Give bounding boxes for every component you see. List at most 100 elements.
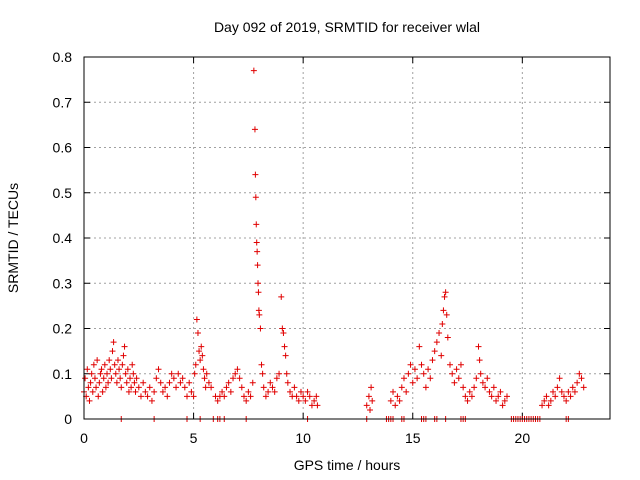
y-tick-label: 0.1 <box>53 366 73 382</box>
data-point <box>569 384 576 391</box>
data-point <box>203 370 210 377</box>
data-point <box>208 384 215 391</box>
data-point <box>142 388 149 395</box>
data-point <box>578 375 585 382</box>
data-point <box>214 397 221 404</box>
data-point <box>464 397 471 404</box>
data-point <box>457 361 464 368</box>
data-point <box>543 393 550 400</box>
x-tick-label: 20 <box>515 430 531 446</box>
data-point <box>240 393 247 400</box>
data-point <box>471 384 478 391</box>
y-axis-label: SRMTID / TECUs <box>5 183 21 293</box>
x-tick-label: 0 <box>80 430 88 446</box>
data-point <box>541 397 548 404</box>
data-point <box>503 393 510 400</box>
data-point <box>466 388 473 395</box>
data-point <box>111 361 118 368</box>
data-point <box>409 379 416 386</box>
data-point <box>293 393 300 400</box>
data-point <box>128 384 135 391</box>
data-point <box>96 379 103 386</box>
data-point <box>449 370 456 377</box>
data-point <box>112 370 119 377</box>
data-point <box>258 361 265 368</box>
data-point <box>137 393 144 400</box>
data-point <box>253 221 260 228</box>
data-point <box>221 393 228 400</box>
data-point <box>101 361 108 368</box>
data-point <box>84 366 91 373</box>
data-point <box>91 375 98 382</box>
data-point <box>282 352 289 359</box>
data-point <box>414 375 421 382</box>
data-point <box>155 366 162 373</box>
data-point <box>493 397 500 404</box>
data-point <box>170 375 177 382</box>
data-point <box>369 397 376 404</box>
data-point <box>157 379 164 386</box>
data-point <box>394 393 401 400</box>
data-point <box>113 379 120 386</box>
data-point <box>253 239 260 246</box>
data-point <box>477 370 484 377</box>
data-point <box>192 361 199 368</box>
data-point <box>302 397 309 404</box>
x-tick-label: 15 <box>405 430 421 446</box>
y-tick-label: 0.5 <box>53 185 73 201</box>
data-point <box>418 361 425 368</box>
data-point <box>184 393 191 400</box>
data-point <box>255 289 262 296</box>
data-point <box>190 393 197 400</box>
data-point <box>89 388 96 395</box>
data-point <box>436 330 443 337</box>
data-point <box>97 370 104 377</box>
data-point <box>119 361 126 368</box>
data-point <box>95 393 102 400</box>
data-point <box>202 384 209 391</box>
data-point <box>396 397 403 404</box>
data-point <box>162 384 169 391</box>
data-point <box>574 379 581 386</box>
data-point <box>291 384 298 391</box>
data-point <box>230 375 237 382</box>
data-point <box>280 330 287 337</box>
data-point <box>121 343 128 350</box>
data-point <box>276 370 283 377</box>
data-point <box>110 339 117 346</box>
data-point <box>442 289 449 296</box>
data-point <box>99 388 106 395</box>
data-point <box>308 402 315 409</box>
data-point <box>125 388 132 395</box>
data-point <box>223 384 230 391</box>
data-point <box>151 388 158 395</box>
data-point <box>124 366 131 373</box>
data-point <box>571 388 578 395</box>
data-point <box>102 384 109 391</box>
data-point <box>82 375 89 382</box>
data-point <box>451 379 458 386</box>
data-point <box>497 388 504 395</box>
data-point <box>254 248 261 255</box>
x-axis-label: GPS time / hours <box>294 457 401 473</box>
data-point <box>219 388 226 395</box>
data-point <box>250 67 257 74</box>
data-point <box>133 375 140 382</box>
data-point <box>131 379 138 386</box>
data-point <box>249 379 256 386</box>
data-point <box>179 375 186 382</box>
data-point <box>440 307 447 314</box>
data-point <box>257 325 264 332</box>
data-point <box>392 402 399 409</box>
data-point <box>390 388 397 395</box>
data-point <box>251 126 258 133</box>
data-point <box>122 370 129 377</box>
data-point <box>109 348 116 355</box>
data-point <box>278 293 285 300</box>
data-point <box>236 375 243 382</box>
data-point <box>398 384 405 391</box>
data-point <box>201 375 208 382</box>
data-point <box>114 357 121 364</box>
data-point <box>441 293 448 300</box>
